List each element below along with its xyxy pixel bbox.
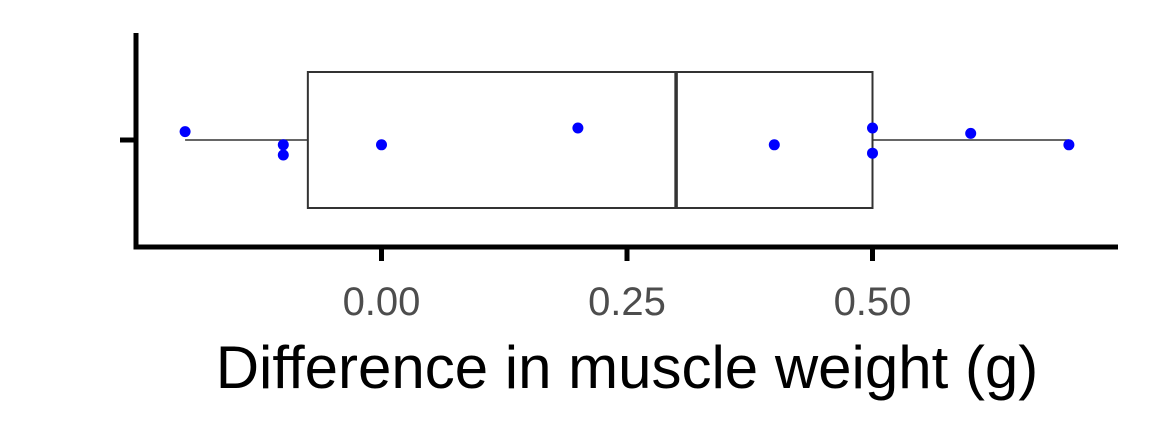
data-point-1 [277,139,289,151]
box-layer [185,71,1069,209]
data-point-5 [768,139,780,151]
points-layer [179,122,1075,161]
x-ticks-layer: 0.00 0.25 0.50 [343,247,912,324]
x-tick-label-1: 0.25 [588,280,666,324]
x-axis-title: Difference in muscle weight (g) [216,334,1039,401]
data-point-0 [179,126,191,138]
data-point-8 [965,127,977,139]
data-point-7 [867,147,878,159]
data-point-3 [376,139,387,151]
data-point-6 [867,122,878,134]
data-point-9 [1063,139,1075,151]
data-point-4 [572,122,584,134]
x-tick-label-0: 0.00 [343,280,421,324]
data-point-2 [277,149,289,161]
iqr-box [306,71,874,209]
x-tick-label-2: 0.50 [834,280,912,324]
